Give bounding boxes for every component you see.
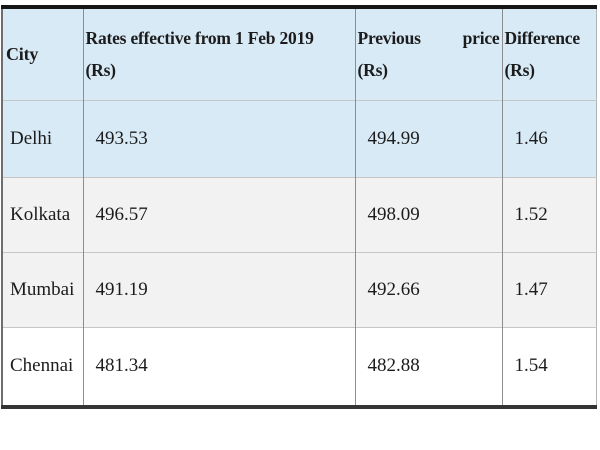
rate-cell: 493.53: [82, 99, 355, 177]
header-difference-line1: Difference: [504, 28, 581, 49]
header-rates-line2: (Rs): [85, 60, 117, 81]
rate-cell: 481.34: [82, 326, 355, 407]
table-row-mumbai: Mumbai 491.19 492.66 1.47: [2, 251, 596, 327]
header-difference-line2: (Rs): [504, 60, 536, 81]
difference-cell: 1.46: [501, 99, 596, 177]
previous-price-cell: 492.66: [354, 251, 502, 327]
header-rates-line1: Rates effective from 1 Feb 2019: [85, 28, 314, 49]
rate-cell: 491.19: [82, 251, 355, 327]
table-row-kolkata: Kolkata 496.57 498.09 1.52: [2, 176, 596, 252]
previous-price-cell: 498.09: [354, 176, 502, 252]
table-row-delhi: Delhi 493.53 494.99 1.46: [2, 99, 596, 177]
previous-price-cell: 482.88: [354, 326, 502, 407]
table-row-chennai: Chennai 481.34 482.88 1.54: [2, 326, 596, 407]
difference-cell: 1.47: [501, 251, 596, 327]
header-previous-word1: Previous: [357, 28, 421, 49]
rate-cell: 496.57: [82, 176, 355, 252]
header-previous-line2: (Rs): [357, 60, 389, 81]
difference-cell: 1.54: [501, 326, 596, 407]
city-cell: Chennai: [2, 326, 83, 407]
city-cell: Kolkata: [2, 176, 83, 252]
previous-price-cell: 494.99: [354, 99, 502, 177]
header-previous-line1: Previous price: [358, 22, 501, 54]
rates-table: City Rates effective from 1 Feb 2019 (Rs…: [1, 5, 597, 409]
header-previous-word2: price: [462, 28, 500, 49]
header-cell-city: City: [2, 7, 83, 100]
header-city-label: City: [6, 44, 39, 65]
header-cell-difference: Difference (Rs): [501, 7, 596, 100]
header-row: City Rates effective from 1 Feb 2019 (Rs…: [2, 7, 596, 100]
difference-cell: 1.52: [501, 176, 596, 252]
city-cell: Mumbai: [2, 251, 83, 327]
header-cell-previous: Previous price (Rs): [354, 7, 502, 100]
header-cell-rates: Rates effective from 1 Feb 2019 (Rs): [82, 7, 355, 100]
city-cell: Delhi: [2, 99, 83, 177]
